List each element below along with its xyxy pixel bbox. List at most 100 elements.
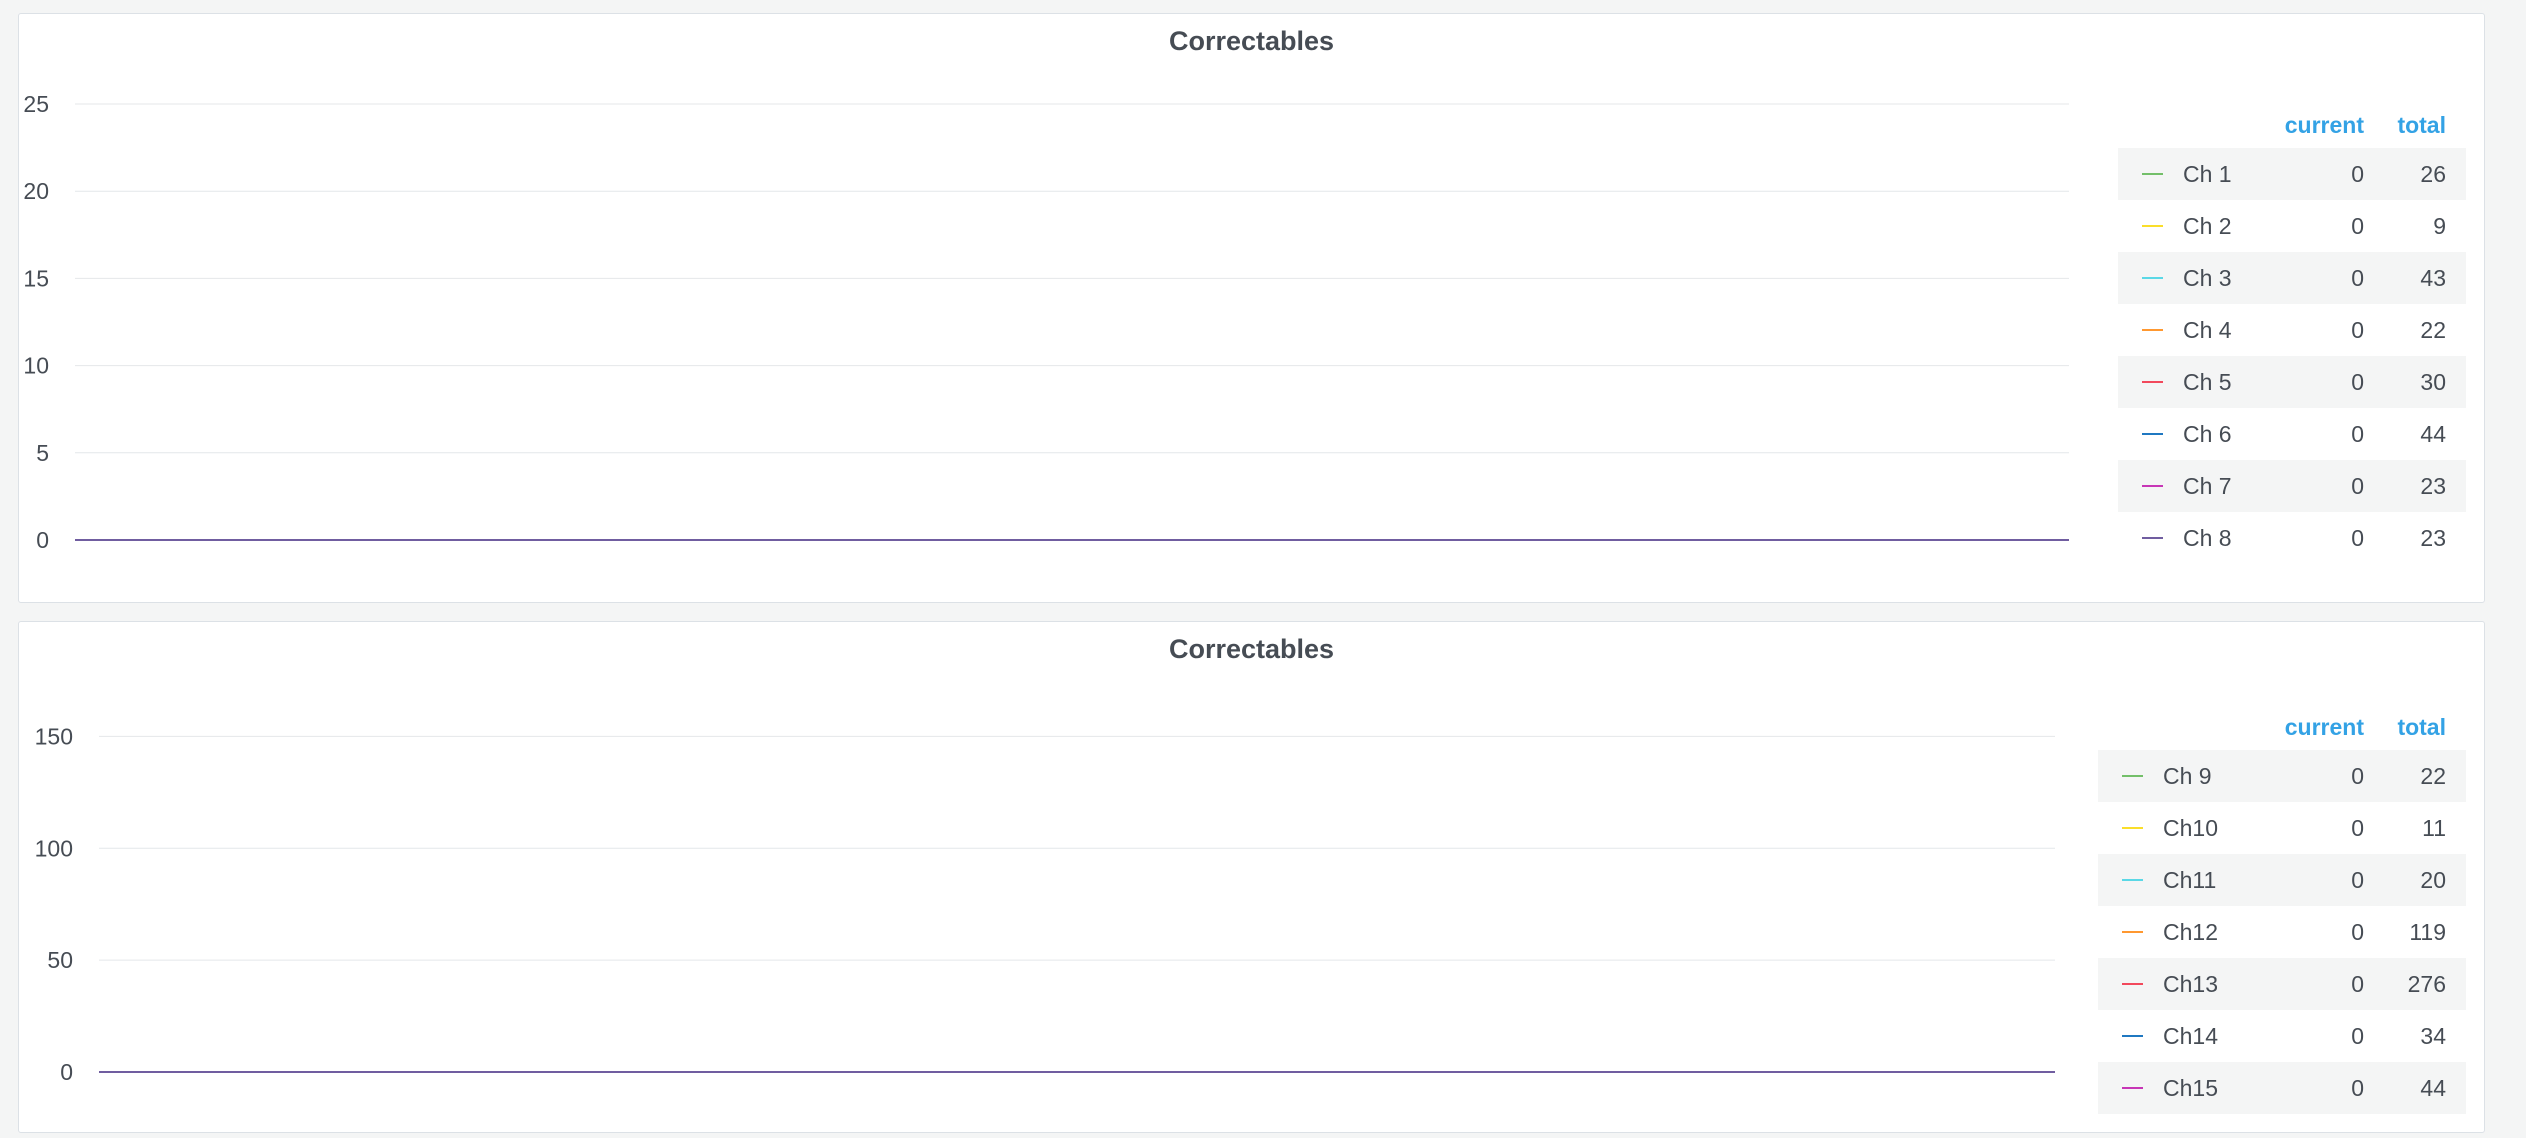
legend-header-current[interactable]: current [2284,111,2364,138]
legend-2: current total Ch 9 0 22 Ch10 0 11 Ch11 0 20 Ch12 0… [2098,704,2466,1114]
y-tick-label: 150 [35,723,73,749]
legend-series-name: Ch 7 [2183,472,2232,499]
legend-current-value: 0 [2351,472,2364,499]
legend-series-name: Ch15 [2163,1074,2218,1101]
series-color-swatch [2122,879,2143,881]
y-tick-label: 15 [23,265,49,291]
correctables-chart-1[interactable]: 051015202516:0018:0020:0022:0000:0002:00… [19,14,2099,604]
legend-total-value: 23 [2420,472,2446,499]
legend-current-value: 0 [2351,918,2364,945]
legend-total-value: 26 [2420,160,2446,187]
legend-header: current total [2118,102,2466,148]
legend-current-value: 0 [2351,212,2364,239]
legend-series-name: Ch11 [2163,866,2217,893]
legend-current-value: 0 [2351,316,2364,343]
correctables-panel-1: Correctables 051015202516:0018:0020:0022… [18,13,2485,603]
legend-series-name: Ch14 [2163,1022,2218,1049]
legend-series-name: Ch 3 [2183,264,2232,291]
legend-header-current[interactable]: current [2284,713,2364,740]
series-color-swatch [2122,775,2143,777]
legend-item-ch1[interactable]: Ch 1 0 26 [2118,148,2466,200]
legend-total-value: 34 [2420,1022,2446,1049]
correctables-panel-2: Correctables 05010015016:0018:0020:0022:… [18,621,2485,1133]
legend-item-ch14[interactable]: Ch14 0 34 [2098,1010,2466,1062]
series-color-swatch [2142,277,2163,279]
legend-current-value: 0 [2351,1022,2364,1049]
legend-item-ch2[interactable]: Ch 2 0 9 [2118,200,2466,252]
series-color-swatch [2142,433,2163,435]
legend-1: current total Ch 1 0 26 Ch 2 0 9 Ch 3 0 43 Ch 4 0 2… [2118,102,2466,564]
legend-total-value: 9 [2433,212,2446,239]
legend-rows: Ch 1 0 26 Ch 2 0 9 Ch 3 0 43 Ch 4 0 22 Ch 5 0 30 Ch 6 0 4… [2118,148,2466,564]
y-tick-label: 50 [47,947,73,973]
legend-header-total[interactable]: total [2397,713,2446,740]
series-color-swatch [2122,931,2143,933]
legend-current-value: 0 [2351,866,2364,893]
legend-series-name: Ch 6 [2183,420,2232,447]
series-color-swatch [2142,537,2163,539]
legend-current-value: 0 [2351,814,2364,841]
y-tick-label: 20 [23,178,49,204]
legend-total-value: 11 [2422,814,2446,841]
legend-total-value: 44 [2420,420,2446,447]
legend-current-value: 0 [2351,1074,2364,1101]
legend-series-name: Ch 2 [2183,212,2232,239]
legend-total-value: 43 [2420,264,2446,291]
legend-current-value: 0 [2351,970,2364,997]
legend-item-ch10[interactable]: Ch10 0 11 [2098,802,2466,854]
legend-total-value: 44 [2420,1074,2446,1101]
y-tick-label: 5 [36,440,49,466]
legend-current-value: 0 [2351,160,2364,187]
legend-item-ch9[interactable]: Ch 9 0 22 [2098,750,2466,802]
legend-series-name: Ch 5 [2183,368,2232,395]
series-color-swatch [2142,381,2163,383]
series-color-swatch [2122,1087,2143,1089]
legend-series-name: Ch13 [2163,970,2218,997]
correctables-chart-2[interactable]: 05010015016:0018:0020:0022:0000:0002:000… [19,622,2099,1134]
legend-item-ch12[interactable]: Ch12 0 119 [2098,906,2466,958]
legend-current-value: 0 [2351,762,2364,789]
series-color-swatch [2142,225,2163,227]
legend-total-value: 22 [2420,316,2446,343]
legend-current-value: 0 [2351,264,2364,291]
legend-item-ch8[interactable]: Ch 8 0 23 [2118,512,2466,564]
series-color-swatch [2122,983,2143,985]
legend-series-name: Ch 1 [2183,160,2232,187]
series-color-swatch [2142,329,2163,331]
legend-item-ch11[interactable]: Ch11 0 20 [2098,854,2466,906]
legend-total-value: 119 [2409,918,2446,945]
legend-item-ch6[interactable]: Ch 6 0 44 [2118,408,2466,460]
legend-series-name: Ch 4 [2183,316,2232,343]
y-tick-label: 0 [36,527,49,553]
legend-item-ch7[interactable]: Ch 7 0 23 [2118,460,2466,512]
legend-total-value: 30 [2420,368,2446,395]
legend-current-value: 0 [2351,420,2364,447]
legend-total-value: 23 [2420,524,2446,551]
legend-current-value: 0 [2351,524,2364,551]
legend-item-ch4[interactable]: Ch 4 0 22 [2118,304,2466,356]
legend-total-value: 20 [2420,866,2446,893]
legend-series-name: Ch 9 [2163,762,2212,789]
y-tick-label: 25 [23,91,49,117]
series-color-swatch [2122,827,2143,829]
panel-title: Correctables [1168,634,1335,664]
legend-series-name: Ch10 [2163,814,2218,841]
legend-item-ch13[interactable]: Ch13 0 276 [2098,958,2466,1010]
legend-total-value: 276 [2407,970,2446,997]
series-color-swatch [2142,173,2163,175]
y-tick-label: 100 [35,835,73,861]
legend-rows: Ch 9 0 22 Ch10 0 11 Ch11 0 20 Ch12 0 119 Ch13 0 276 Ch1… [2098,750,2466,1114]
y-tick-label: 0 [60,1059,73,1085]
legend-header-total[interactable]: total [2397,111,2446,138]
legend-item-ch15[interactable]: Ch15 0 44 [2098,1062,2466,1114]
legend-total-value: 22 [2420,762,2446,789]
legend-item-ch3[interactable]: Ch 3 0 43 [2118,252,2466,304]
legend-item-ch5[interactable]: Ch 5 0 30 [2118,356,2466,408]
y-tick-label: 10 [23,353,49,379]
series-color-swatch [2122,1035,2143,1037]
series-color-swatch [2142,485,2163,487]
legend-series-name: Ch 8 [2183,524,2232,551]
legend-current-value: 0 [2351,368,2364,395]
legend-header: current total [2098,704,2466,750]
panel-title: Correctables [1168,26,1335,56]
